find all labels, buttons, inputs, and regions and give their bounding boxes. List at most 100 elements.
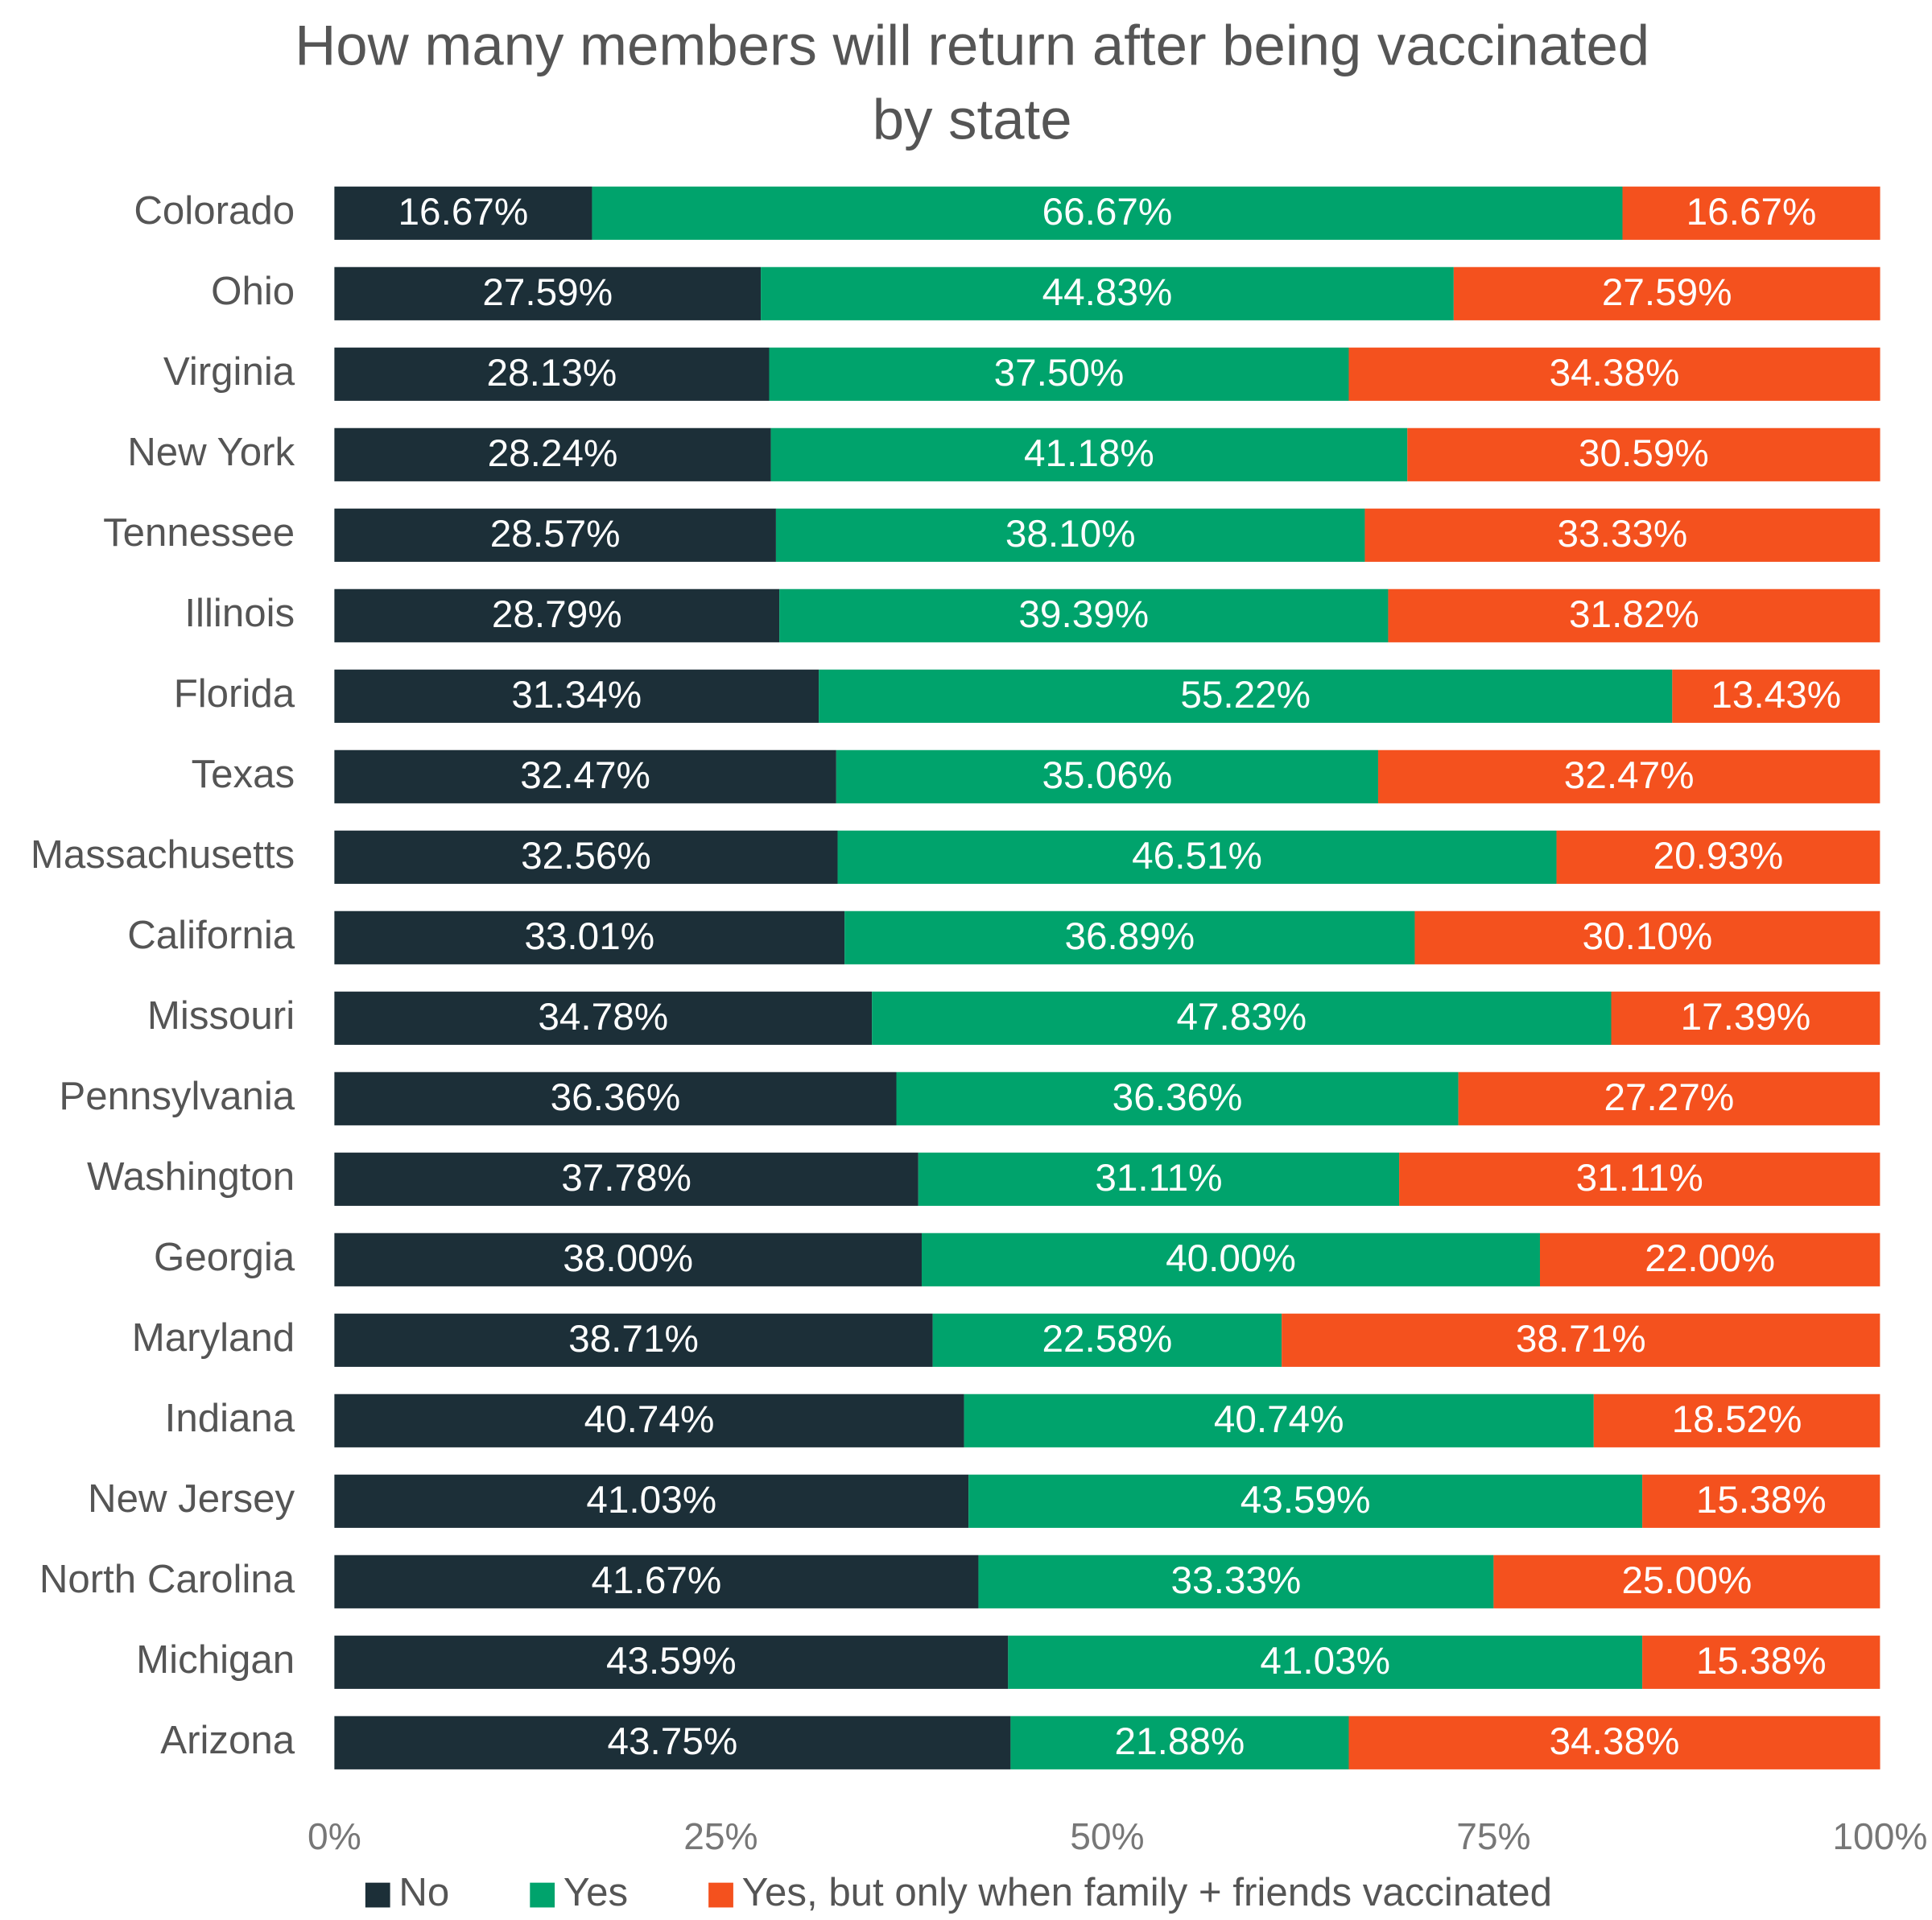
bar-segment [1593,1394,1880,1447]
bar-segment [334,1474,969,1528]
data-label: 38.10% [1005,513,1136,555]
data-label: 16.67% [398,191,529,233]
data-label: 28.24% [488,432,618,475]
bar-segment [761,266,1454,320]
x-tick-label: 25% [683,1815,758,1857]
data-label: 27.59% [1602,271,1732,314]
bar-segment [334,508,776,562]
bar-segment [1008,1635,1643,1689]
y-tick-label: Illinois [184,591,295,635]
data-label: 18.52% [1672,1398,1802,1441]
y-tick-label: California [127,913,295,957]
bar-segment [334,266,762,320]
bar-segment [770,427,1408,481]
bar-segment [844,910,1415,964]
bar-segment [334,347,770,401]
data-label: 15.38% [1696,1640,1827,1683]
bar-segment [1399,1152,1880,1206]
data-label: 40.00% [1166,1237,1296,1280]
bar-segment [1453,266,1880,320]
bar-segment [334,991,873,1045]
data-label: 28.13% [487,352,617,394]
bar-segment [334,1071,897,1125]
data-label: 46.51% [1132,835,1262,877]
bar-segment [1556,830,1880,884]
y-tick-label: Indiana [165,1396,295,1440]
data-label: 44.83% [1042,271,1173,314]
bar-segment [779,588,1389,642]
data-label: 32.56% [521,835,651,877]
data-label: 36.36% [551,1076,681,1119]
data-label: 22.00% [1645,1237,1775,1280]
data-label: 21.88% [1115,1720,1245,1763]
data-label: 38.00% [563,1237,693,1280]
bar-segment [964,1394,1594,1447]
bar-segment [978,1555,1494,1608]
bar-segment [836,749,1378,803]
bar-segment [1414,910,1880,964]
bar-segment [592,186,1623,240]
data-label: 34.78% [538,996,668,1038]
bar-segment [334,830,838,884]
data-label: 22.58% [1042,1318,1173,1361]
y-tick-label: Georgia [154,1235,295,1279]
bar-segment [1539,1233,1880,1286]
data-label: 40.74% [1214,1398,1344,1441]
data-label: 20.93% [1653,835,1784,877]
bar-segment [1388,588,1880,642]
bar-segment [918,1152,1400,1206]
data-label: 41.03% [1260,1640,1390,1683]
bar-segment [775,508,1365,562]
x-tick-label: 0% [308,1815,361,1857]
data-label: 37.78% [561,1157,691,1199]
y-tick-label: Pennsylvania [59,1074,295,1118]
bar-segment [837,830,1557,884]
bar-segment [334,749,836,803]
bar-segment [334,1233,922,1286]
y-tick-label: Florida [174,671,295,716]
x-tick-label: 75% [1456,1815,1530,1857]
data-label: 34.38% [1550,1720,1680,1763]
bar-segment [1672,669,1880,723]
data-label: 43.59% [606,1640,737,1683]
data-label: 36.89% [1064,915,1195,958]
bar-segment [334,588,780,642]
data-label: 16.67% [1686,191,1817,233]
data-label: 31.82% [1569,593,1699,636]
y-tick-label: Massachusetts [31,832,295,877]
data-label: 34.38% [1550,352,1680,394]
data-label: 40.74% [584,1398,715,1441]
y-tick-label: Michigan [136,1637,295,1682]
bar-segment [1348,347,1880,401]
data-label: 33.33% [1558,513,1688,555]
y-tick-label: Texas [192,752,295,796]
data-label: 31.11% [1576,1157,1703,1199]
legend-swatch [530,1882,555,1908]
data-label: 36.36% [1113,1076,1243,1119]
bar-segment [1348,1716,1880,1769]
data-label: 32.47% [1564,754,1695,797]
bar-segment [1642,1474,1880,1528]
y-tick-label: Colorado [134,188,295,233]
y-tick-label: New Jersey [88,1476,295,1521]
bar-segment [334,1716,1011,1769]
legend-label: No [398,1870,449,1914]
legend-label: Yes [564,1870,628,1914]
bar-segment [334,1555,979,1608]
y-tick-label: Maryland [132,1315,295,1360]
data-label: 30.10% [1583,915,1713,958]
data-label: 32.47% [520,754,650,797]
data-label: 55.22% [1180,674,1311,716]
y-tick-label: Missouri [147,993,295,1038]
bar-segment [769,347,1349,401]
data-label: 47.83% [1176,996,1307,1038]
bar-segment [1364,508,1880,562]
data-label: 31.11% [1095,1157,1222,1199]
data-label: 43.59% [1241,1479,1371,1522]
data-label: 30.59% [1579,432,1709,475]
data-label: 25.00% [1622,1559,1752,1602]
bar-segment [872,991,1612,1045]
chart-title: How many members will return after being… [295,13,1649,76]
x-tick-label: 50% [1070,1815,1144,1857]
